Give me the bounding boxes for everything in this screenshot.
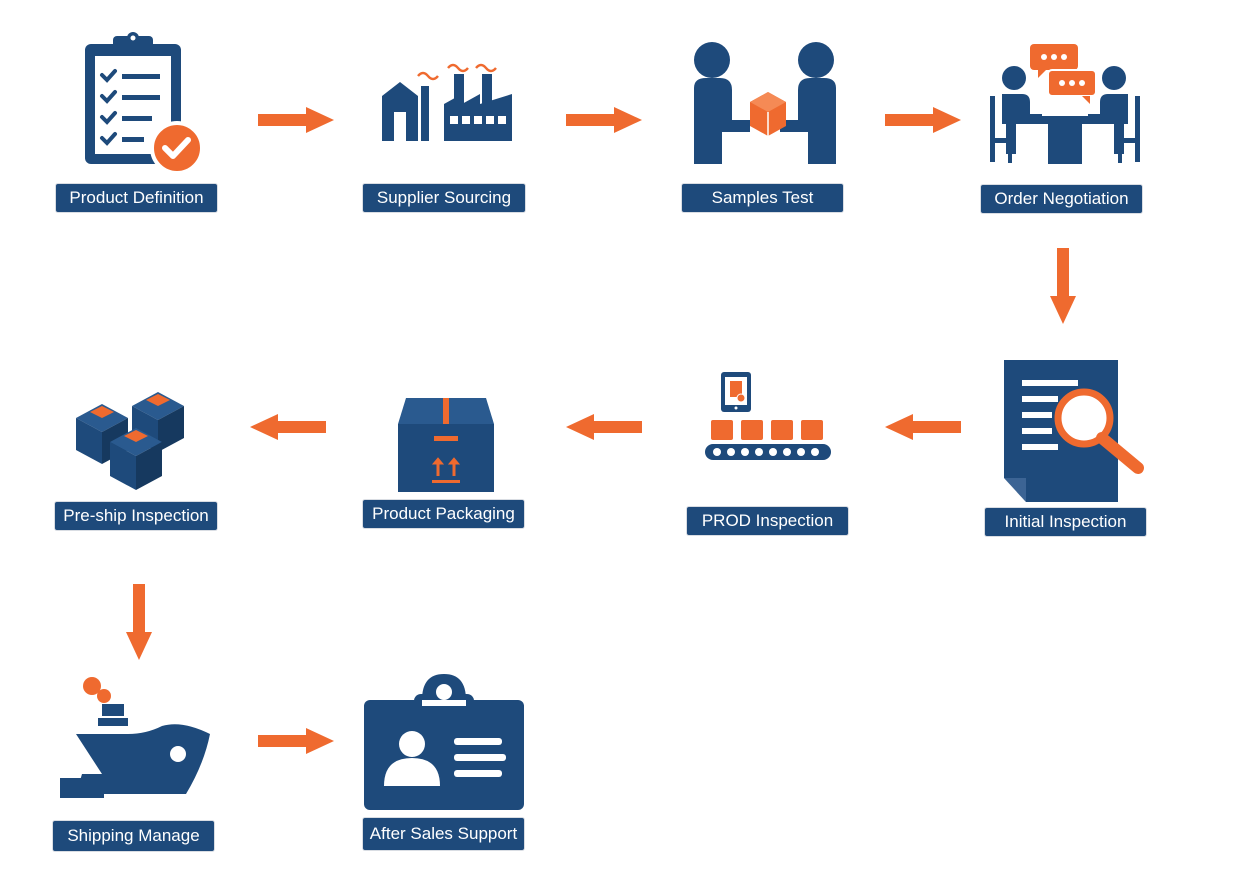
arrow-down-icon <box>126 584 152 660</box>
step-label: Shipping Manage <box>53 821 214 851</box>
step-label: Product Definition <box>56 184 217 212</box>
arrow-down-icon <box>1050 248 1076 324</box>
step-label: Product Packaging <box>363 500 524 528</box>
conveyor-tablet-icon <box>705 372 831 460</box>
arrow-right-icon <box>566 107 642 133</box>
step-label: Initial Inspection <box>985 508 1146 536</box>
step-label: Samples Test <box>682 184 843 212</box>
meeting-chat-icon <box>990 44 1140 164</box>
id-badge-icon <box>364 674 524 810</box>
arrow-right-icon <box>885 107 961 133</box>
step-label: PROD Inspection <box>687 507 848 535</box>
step-label: Order Negotiation <box>981 185 1142 213</box>
arrow-right-icon <box>258 107 334 133</box>
handover-box-icon <box>694 42 836 164</box>
package-box-icon <box>398 398 494 492</box>
arrow-left-icon <box>885 414 961 440</box>
ship-icon <box>60 677 210 798</box>
step-label: Supplier Sourcing <box>363 184 525 212</box>
arrow-right-icon <box>258 728 334 754</box>
clipboard-check-icon <box>85 32 204 175</box>
step-label: After Sales Support <box>363 818 524 850</box>
factory-icon <box>382 63 512 141</box>
arrow-left-icon <box>566 414 642 440</box>
document-search-icon <box>1004 360 1144 502</box>
boxes-stack-icon <box>76 392 184 490</box>
step-label: Pre-ship Inspection <box>55 502 217 530</box>
arrow-left-icon <box>250 414 326 440</box>
